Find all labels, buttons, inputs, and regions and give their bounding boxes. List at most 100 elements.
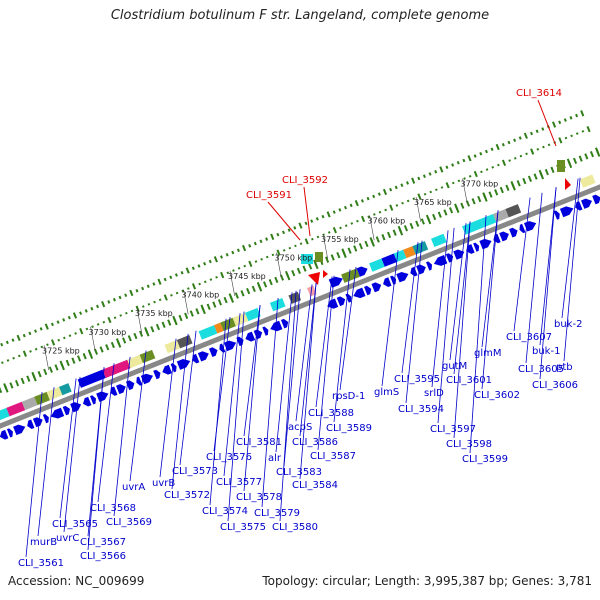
tick-mark	[157, 326, 161, 331]
tick-mark	[575, 132, 579, 135]
tick-mark	[71, 357, 75, 362]
tick-mark	[241, 292, 245, 297]
tick-mark	[409, 222, 413, 227]
tick-mark	[423, 192, 427, 196]
gene-arrow	[328, 276, 343, 288]
tick-mark	[22, 333, 26, 338]
gene-arrow	[356, 266, 368, 277]
tick-mark	[187, 287, 190, 290]
red-label-leader	[267, 201, 301, 241]
label-leader	[59, 378, 77, 519]
tick-mark	[467, 155, 472, 162]
gene-arrow-shape	[209, 347, 218, 358]
label-leader	[405, 240, 423, 404]
tick-mark	[167, 319, 171, 323]
tick-mark	[361, 215, 366, 223]
tick-mark	[22, 350, 27, 357]
gene-label: CLI_3565	[52, 519, 98, 530]
gene-cli-3591	[301, 254, 313, 264]
gene-arrow	[209, 347, 218, 358]
gene-block-shape	[0, 407, 10, 420]
tick-mark	[26, 375, 30, 380]
tick-mark	[157, 278, 162, 285]
red-label-leader	[303, 186, 311, 237]
tick-mark	[223, 296, 227, 301]
tick-mark	[101, 301, 106, 308]
tick-mark	[421, 221, 425, 225]
tick-mark	[119, 314, 123, 317]
gene-label: glmS	[374, 387, 399, 398]
tick-mark	[342, 250, 347, 258]
tick-mark	[107, 300, 111, 304]
label-leader	[213, 317, 231, 452]
tick-mark	[304, 221, 308, 226]
gene-label: CLI_3602	[474, 390, 520, 401]
gene-block	[232, 312, 249, 327]
gene-block-shape	[21, 396, 38, 411]
red-gene-label: CLI_3592	[282, 175, 328, 186]
tick-mark	[573, 157, 576, 162]
label-leader	[401, 242, 419, 374]
tick-mark	[55, 367, 59, 371]
gene-block	[245, 307, 261, 322]
tick-mark	[173, 318, 178, 326]
gene-arrow-shape	[416, 264, 426, 275]
gene-arrow-shape	[27, 419, 35, 430]
gene-label: CLI_3574	[202, 506, 248, 517]
tick-mark	[212, 301, 216, 305]
tick-mark	[54, 364, 58, 368]
tick-mark	[389, 187, 393, 192]
gene-block	[0, 407, 10, 420]
tick-mark	[263, 281, 266, 285]
tick-mark	[237, 267, 241, 270]
tick-mark	[113, 316, 117, 320]
tick-mark	[285, 273, 291, 281]
red-gene-label: CLI_3591	[246, 190, 292, 201]
tick-mark	[417, 193, 422, 200]
gene-block	[381, 253, 398, 267]
tick-mark	[489, 194, 493, 198]
gene-arrow-shape	[499, 231, 509, 242]
gene-arrow-shape	[353, 287, 366, 299]
tick-mark	[545, 171, 549, 176]
gene-arrow	[50, 407, 65, 419]
gene-arrow	[245, 331, 256, 342]
tick-mark	[162, 324, 166, 328]
tick-mark	[467, 203, 471, 207]
gene-arrow	[426, 261, 433, 271]
tick-mark	[501, 142, 505, 147]
tick-mark	[433, 216, 437, 221]
tick-mark	[384, 208, 387, 212]
gene-arrow-shape	[581, 198, 593, 209]
gene-label: glmM	[474, 348, 502, 359]
tick-mark	[161, 321, 165, 326]
gene-label: CLI_3569	[106, 517, 152, 528]
tick-mark	[4, 385, 9, 393]
tick-mark	[495, 191, 499, 196]
gene-arrow	[592, 194, 600, 205]
gene-arrow	[553, 210, 560, 220]
tick-mark	[139, 330, 142, 335]
tick-mark	[243, 264, 247, 268]
gene-arrow	[473, 242, 480, 252]
red-gene-labels: CLI_3591 CLI_3592 CLI_3614	[246, 88, 562, 241]
tick-mark	[578, 155, 582, 159]
tick-mark	[382, 188, 388, 196]
kbp-leader	[415, 197, 422, 222]
tick-mark	[0, 342, 4, 347]
tick-mark	[450, 209, 454, 214]
tick-mark	[274, 276, 278, 281]
tick-mark	[444, 212, 448, 216]
gene-block-shape	[127, 354, 143, 369]
tick-mark	[16, 382, 20, 387]
gene-arrow	[383, 277, 392, 287]
tick-mark	[449, 207, 452, 211]
label-leader	[87, 367, 105, 551]
tick-mark	[21, 380, 25, 385]
tick-mark	[499, 186, 503, 191]
gene-label: uvrA	[122, 482, 145, 493]
tick-mark	[276, 232, 280, 237]
tick-mark	[569, 116, 573, 120]
